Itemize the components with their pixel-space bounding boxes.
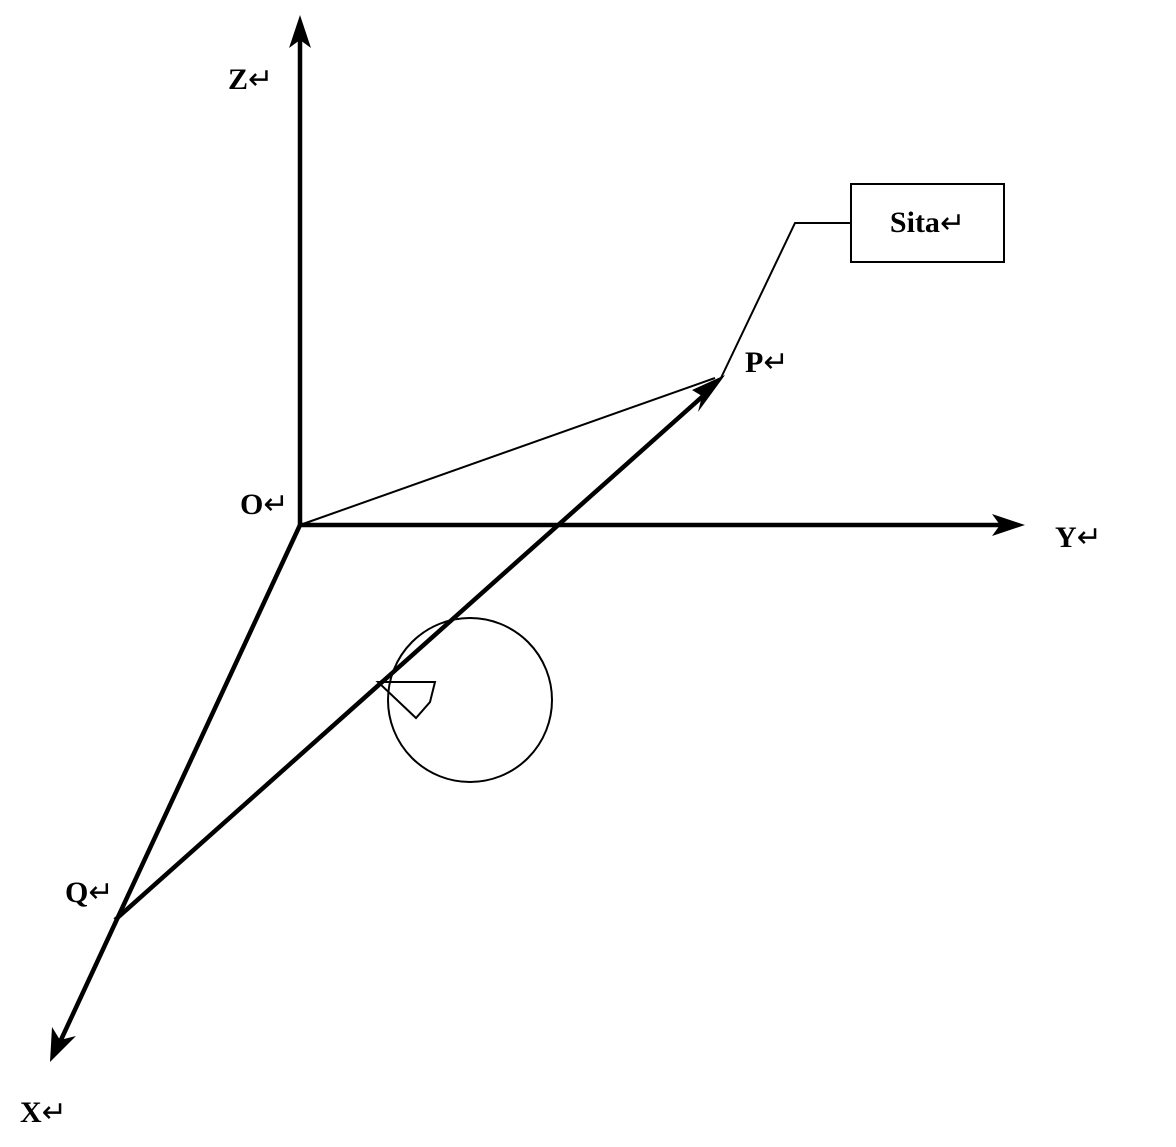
return-mark-icon: ↵ bbox=[1077, 521, 1102, 554]
x-label-text: X bbox=[20, 1096, 42, 1129]
vector-qp bbox=[115, 388, 712, 920]
return-mark-icon: ↵ bbox=[763, 346, 788, 379]
line-op bbox=[300, 378, 715, 525]
q-label-text: Q bbox=[65, 876, 88, 909]
y-axis-label: Y↵ bbox=[1055, 520, 1102, 555]
p-label-text: P bbox=[745, 346, 763, 379]
diagram-svg bbox=[0, 0, 1176, 1147]
return-mark-icon: ↵ bbox=[88, 876, 113, 909]
return-mark-icon: ↵ bbox=[940, 206, 965, 241]
return-mark-icon: ↵ bbox=[263, 488, 288, 521]
return-mark-icon: ↵ bbox=[42, 1096, 67, 1129]
z-label-text: Z bbox=[228, 63, 248, 96]
angle-circle-marker bbox=[388, 618, 552, 782]
return-mark-icon: ↵ bbox=[248, 63, 273, 96]
point-p-label: P↵ bbox=[745, 345, 788, 380]
origin-label: O↵ bbox=[240, 487, 288, 522]
sita-callout-box: Sita↵ bbox=[850, 183, 1005, 263]
coordinate-diagram: Z↵ Y↵ X↵ O↵ P↵ Q↵ Sita↵ bbox=[0, 0, 1176, 1147]
z-axis-label: Z↵ bbox=[228, 62, 273, 97]
x-axis-label: X↵ bbox=[20, 1095, 67, 1130]
angle-wedge-marker bbox=[378, 682, 435, 718]
point-q-label: Q↵ bbox=[65, 875, 113, 910]
sita-label-text: Sita bbox=[890, 206, 940, 240]
o-label-text: O bbox=[240, 488, 263, 521]
y-label-text: Y bbox=[1055, 521, 1077, 554]
x-axis bbox=[60, 525, 300, 1042]
